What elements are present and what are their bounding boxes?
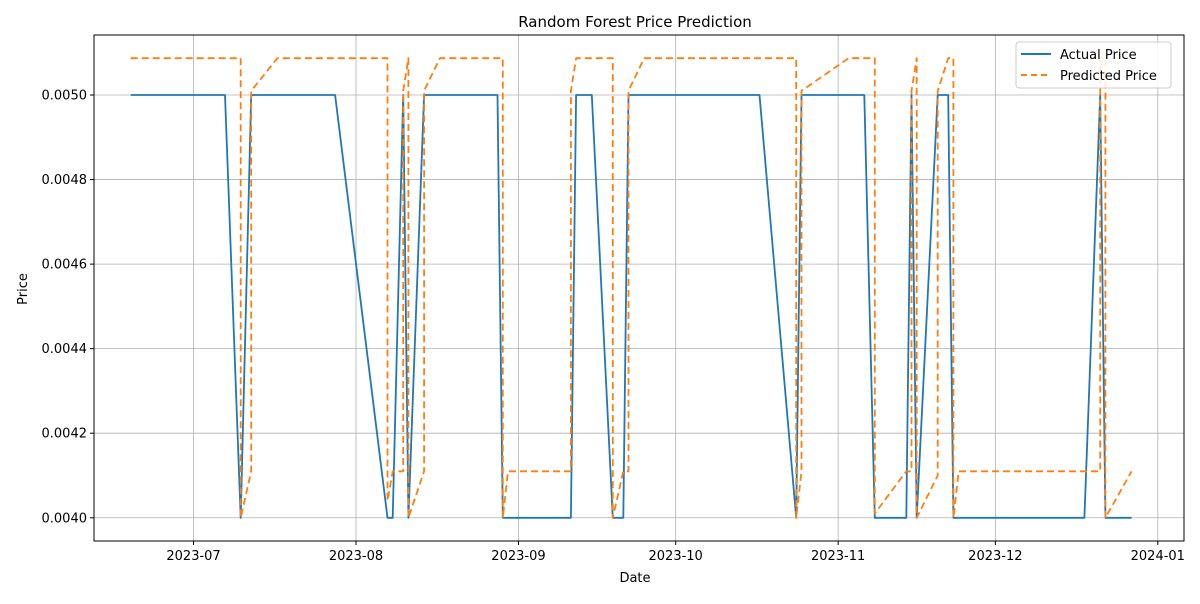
- y-tick-label: 0.0046: [42, 258, 88, 273]
- series-lines: [130, 57, 1133, 519]
- x-tick-label: 2023-12: [968, 549, 1022, 564]
- y-tick-label: 0.0048: [42, 173, 88, 188]
- x-axis-label: Date: [619, 571, 650, 586]
- axis-ticks: 2023-07 2023-08 2023-09 2023-10 2023-11 2023-…: [42, 89, 1185, 564]
- legend-box: [1015, 41, 1172, 89]
- x-tick-label: 2023-07: [166, 549, 220, 564]
- legend: Actual Price Predicted Price: [1015, 41, 1172, 89]
- predicted-price-line: [130, 57, 1133, 519]
- x-tick-label: 2023-11: [811, 549, 865, 564]
- y-tick-label: 0.0044: [42, 342, 88, 357]
- x-tick-label: 2023-08: [329, 549, 383, 564]
- legend-label-predicted: Predicted Price: [1060, 69, 1157, 84]
- legend-label-actual: Actual Price: [1060, 48, 1137, 63]
- y-tick-label: 0.0042: [42, 427, 88, 442]
- chart-title: Random Forest Price Prediction: [518, 13, 752, 31]
- y-tick-label: 0.0040: [42, 511, 88, 526]
- y-axis-label: Price: [16, 273, 31, 305]
- plot-frame: [93, 34, 1185, 542]
- actual-price-line: [130, 94, 1132, 519]
- x-tick-label: 2024-01: [1131, 549, 1185, 564]
- y-tick-label: 0.0050: [42, 89, 88, 104]
- x-tick-label: 2023-10: [649, 549, 703, 564]
- x-tick-label: 2023-09: [491, 549, 545, 564]
